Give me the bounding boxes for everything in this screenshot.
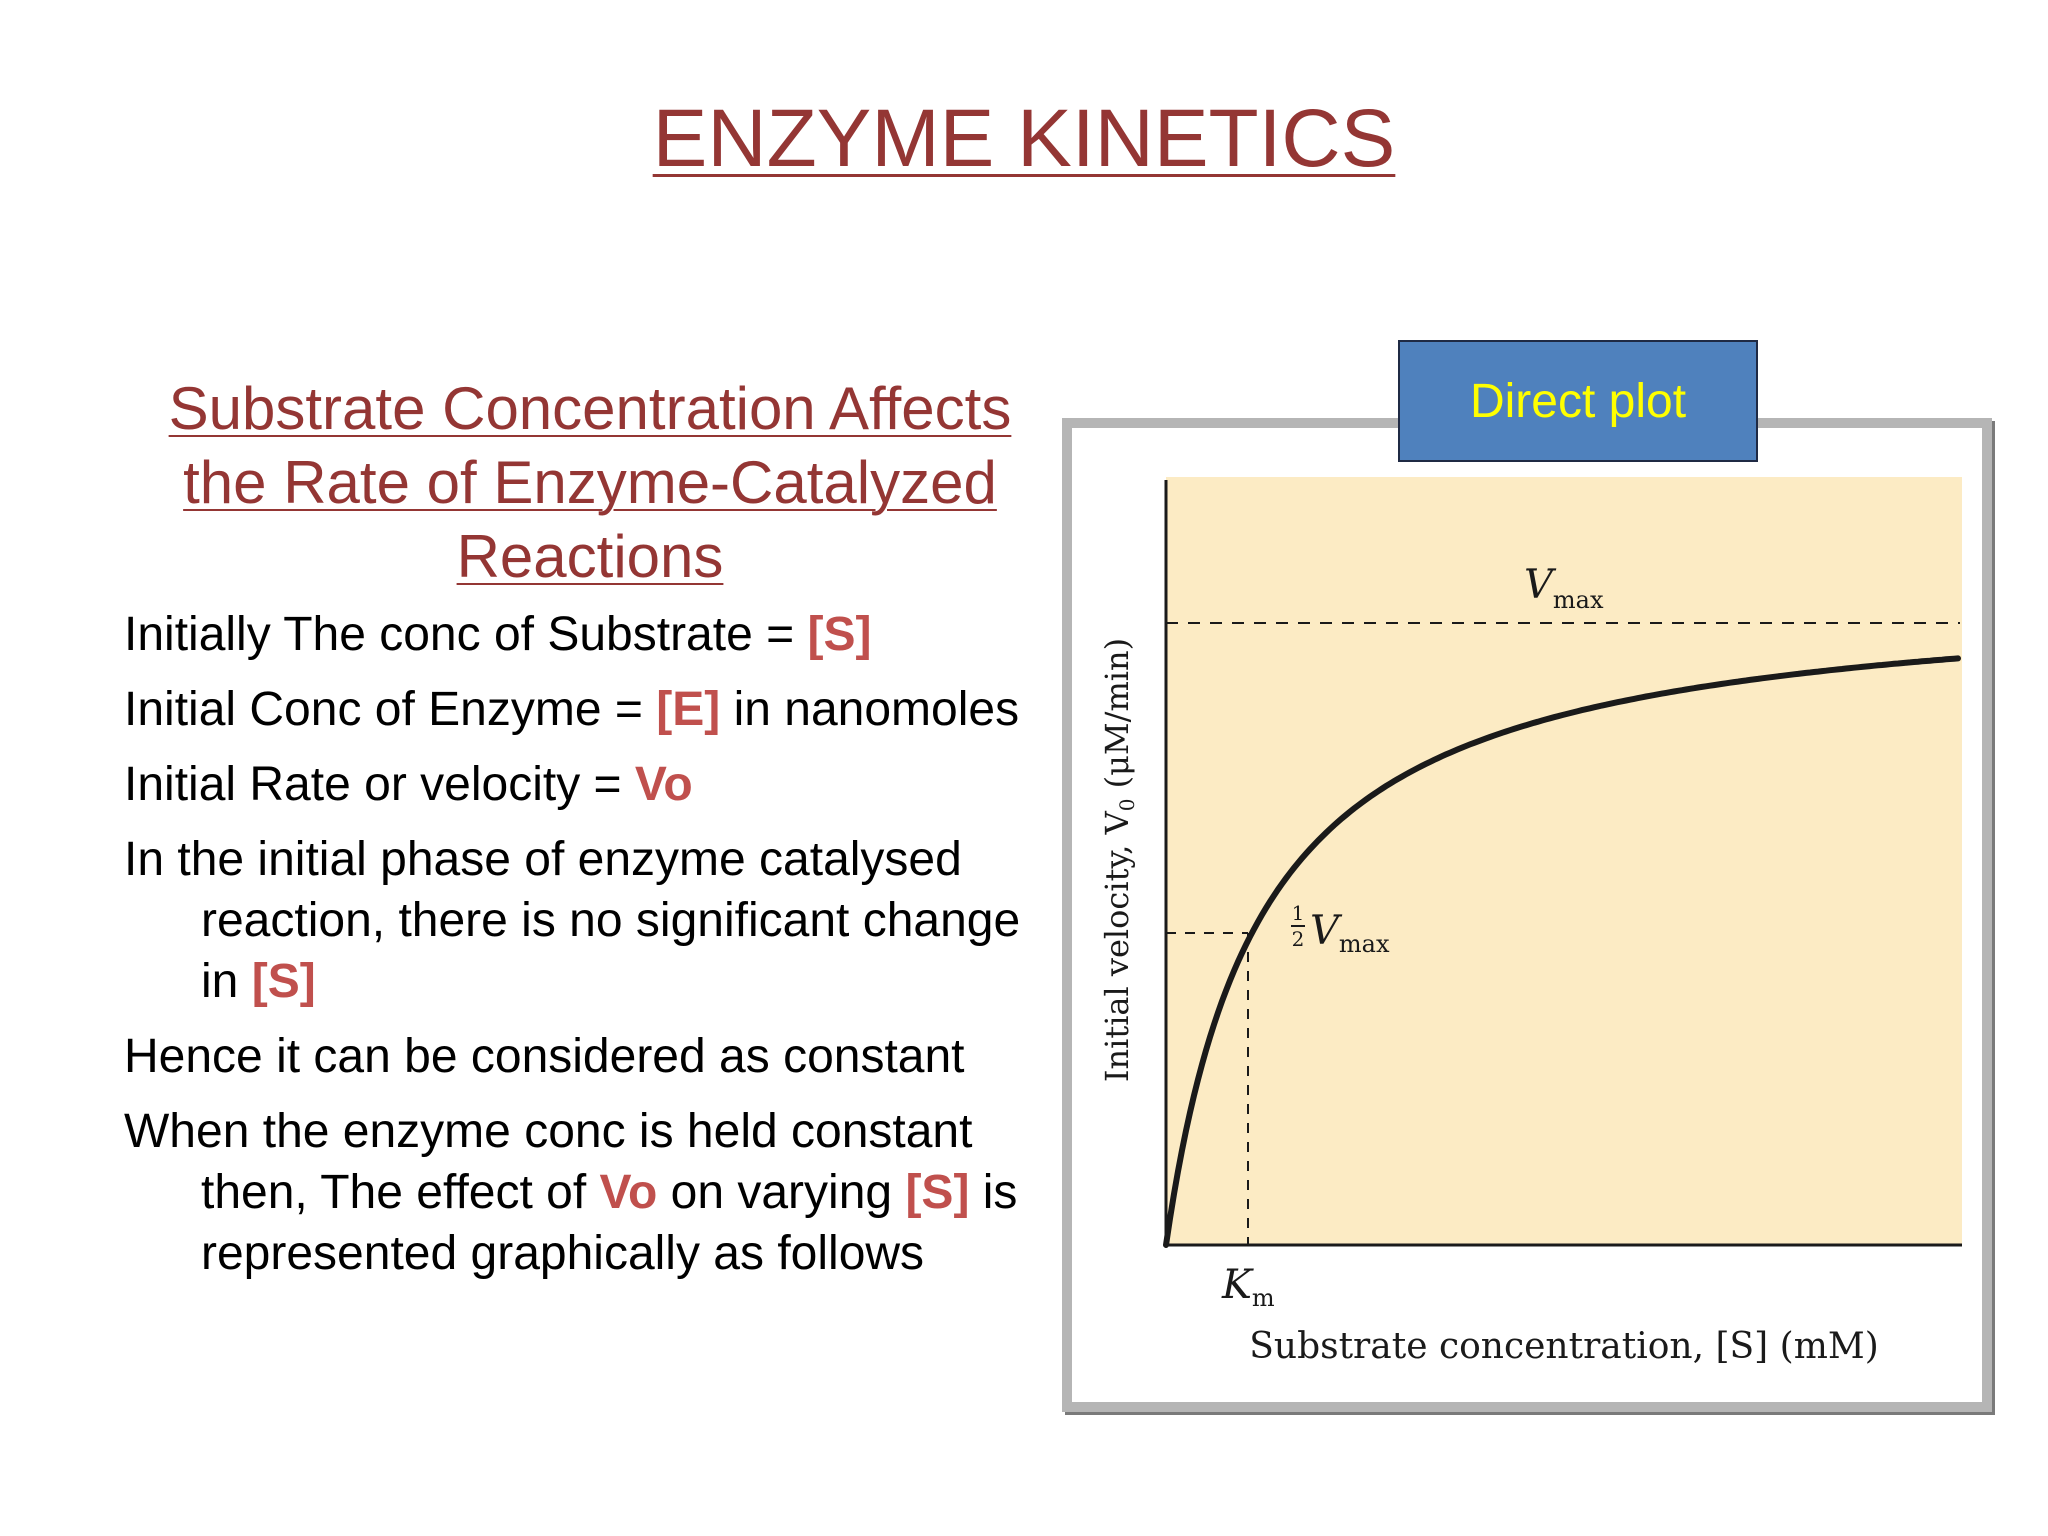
saturation-curve [1163, 655, 1961, 1248]
bullet-item: Initial Rate or velocity = Vo [124, 754, 1024, 815]
highlight-term: [S] [807, 608, 872, 661]
direct-plot-label: Direct plot [1469, 374, 1687, 428]
bullet-item: Hence it can be considered as constant [124, 1026, 1024, 1087]
slide-title: ENZYME KINETICS [652, 93, 1396, 184]
slide-subtitle: Substrate Concentration Affects the Rate… [168, 375, 1012, 590]
highlight-term: [E] [656, 683, 721, 736]
bullet-list: Initially The conc of Substrate = [S] Ini… [124, 604, 1024, 1298]
bullet-item: Initially The conc of Substrate = [S] [124, 604, 1024, 665]
bullet-text: Initial Rate or velocity = [124, 758, 635, 811]
y-axis-label: Initial velocity, V0 (μM/min) [1098, 638, 1139, 1082]
bullet-text: Hence it can be considered as constant [124, 1030, 965, 1083]
bullet-item: In the initial phase of enzyme catalysed… [124, 829, 1024, 1012]
bullet-text: Initial Conc of Enzyme = [124, 683, 657, 736]
highlight-term: Vo [599, 1166, 658, 1219]
half-fraction-denominator: 2 [1292, 927, 1305, 951]
km-label: Km [1221, 1262, 1275, 1312]
bullet-text: is represented graphically as follows [201, 1166, 1018, 1280]
bullet-text: Initially The conc of Substrate = [124, 608, 808, 661]
half-vmax-label: 1 2 Vmax [1291, 901, 1390, 958]
direct-plot-tag: Direct plot [1398, 340, 1758, 462]
bullet-text: In the initial phase of enzyme catalysed… [124, 833, 1021, 1008]
bullet-text: When the enzyme conc is held constant th… [124, 1105, 973, 1219]
bullet-item: When the enzyme conc is held constant th… [124, 1101, 1024, 1284]
bullet-item: Initial Conc of Enzyme = [E] in nanomole… [124, 679, 1024, 740]
michaelis-menten-plot: Vmax 1 2 Vmax Km Substrate concentration… [1098, 477, 1962, 1367]
highlight-term: [S] [251, 955, 316, 1008]
bullet-text: on varying [657, 1166, 906, 1219]
highlight-term: [S] [905, 1166, 970, 1219]
half-fraction-numerator: 1 [1292, 901, 1305, 925]
half-vmax-text: Vmax [1310, 908, 1390, 958]
x-axis-label: Substrate concentration, [S] (mM) [1249, 1326, 1879, 1367]
highlight-term: Vo [634, 758, 693, 811]
bullet-text: in nanomoles [720, 683, 1020, 736]
vmax-label: Vmax [1524, 562, 1604, 614]
